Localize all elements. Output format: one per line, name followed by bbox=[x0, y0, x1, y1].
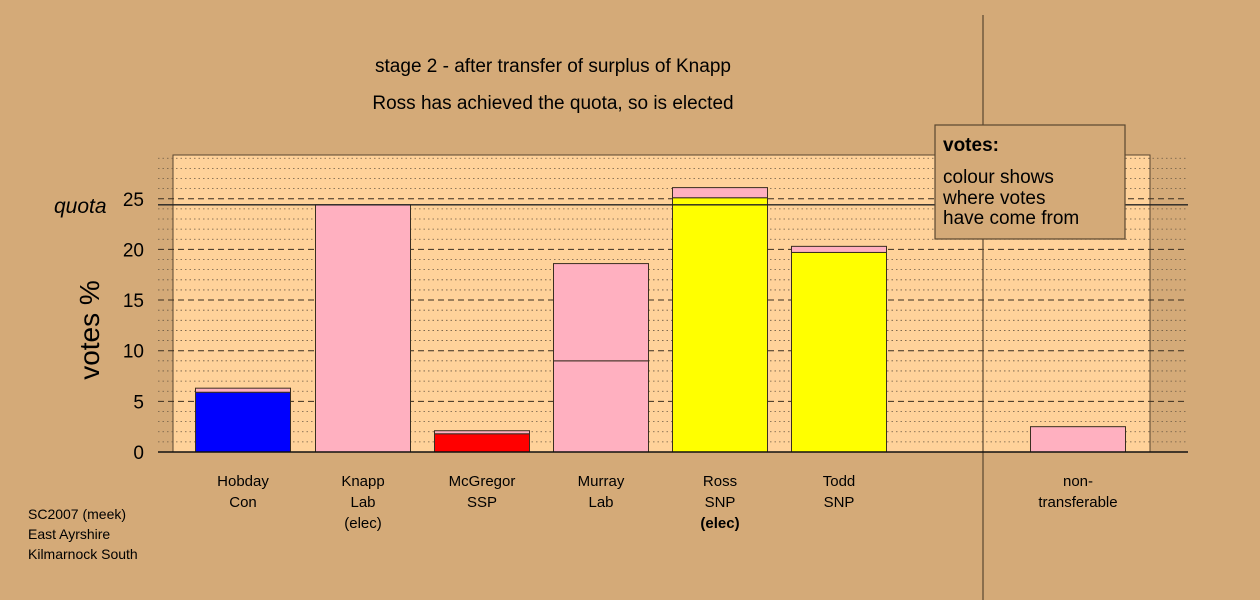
y-tick-label: 5 bbox=[133, 392, 144, 413]
legend-heading: votes: bbox=[943, 135, 999, 156]
category-label-nontransferable: transferable bbox=[1038, 494, 1117, 511]
category-label-murray: Lab bbox=[588, 494, 613, 511]
category-label-knapp: (elec) bbox=[344, 515, 382, 532]
category-label-knapp: Knapp bbox=[341, 473, 384, 490]
category-label-mcgregor: McGregor bbox=[449, 473, 516, 490]
bar-segment-2-1 bbox=[434, 430, 530, 435]
category-label-ross: (elec) bbox=[700, 515, 739, 532]
y-tick-label: 0 bbox=[133, 443, 144, 464]
category-label-hobday: Con bbox=[229, 494, 257, 511]
y-tick-label: 20 bbox=[123, 240, 144, 261]
legend-line-2: where votes bbox=[942, 188, 1045, 209]
category-label-todd: Todd bbox=[823, 473, 856, 490]
legend: votes: colour shows where votes have com… bbox=[934, 124, 1126, 240]
y-tick-labels: 0 5 10 15 20 25 bbox=[123, 190, 144, 464]
bar-segment-2-0 bbox=[434, 433, 530, 453]
chart-subtitle: Ross has achieved the quota, so is elect… bbox=[372, 93, 733, 114]
category-label-ross: Ross bbox=[703, 473, 737, 490]
legend-line-1: colour shows bbox=[943, 167, 1054, 188]
chart-title: stage 2 - after transfer of surplus of K… bbox=[375, 56, 731, 77]
bar-segment-4-1 bbox=[672, 187, 768, 199]
quota-label: quota bbox=[54, 195, 107, 218]
footer-line-1: SC2007 (meek) bbox=[28, 506, 126, 522]
bar-segment-5-0 bbox=[791, 251, 887, 453]
legend-line-3: have come from bbox=[943, 208, 1079, 229]
bar-segment-0-0 bbox=[195, 391, 291, 453]
y-axis-label: votes % bbox=[74, 280, 105, 380]
bar-segment-0-1 bbox=[195, 387, 291, 393]
category-label-hobday: Hobday bbox=[217, 473, 269, 490]
y-tick-label: 25 bbox=[123, 190, 144, 211]
bar-segment-3-1 bbox=[553, 263, 649, 362]
bars bbox=[195, 187, 1126, 453]
footer-line-3: Kilmarnock South bbox=[28, 546, 138, 562]
bar-segment-nontransferable-0 bbox=[1030, 426, 1126, 453]
footer-line-2: East Ayrshire bbox=[28, 526, 110, 542]
y-tick-label: 10 bbox=[123, 342, 144, 363]
category-label-mcgregor: SSP bbox=[467, 494, 497, 511]
bar-segment-3-0 bbox=[553, 360, 649, 453]
category-labels: Hobday Con Knapp Lab (elec) McGregor SSP Murray… bbox=[217, 473, 1117, 532]
legend-box bbox=[934, 124, 1126, 240]
bar-segment-5-1 bbox=[791, 245, 887, 253]
bar-segment-1-0 bbox=[315, 204, 411, 453]
category-label-nontransferable: non- bbox=[1063, 473, 1093, 490]
y-tick-label: 15 bbox=[123, 291, 144, 312]
category-label-todd: SNP bbox=[824, 494, 855, 511]
category-label-murray: Murray bbox=[578, 473, 625, 490]
category-label-knapp: Lab bbox=[350, 494, 375, 511]
category-label-ross: SNP bbox=[705, 494, 736, 511]
footer-notes: SC2007 (meek) East Ayrshire Kilmarnock S… bbox=[28, 506, 138, 562]
bar-segment-4-0 bbox=[672, 197, 768, 453]
